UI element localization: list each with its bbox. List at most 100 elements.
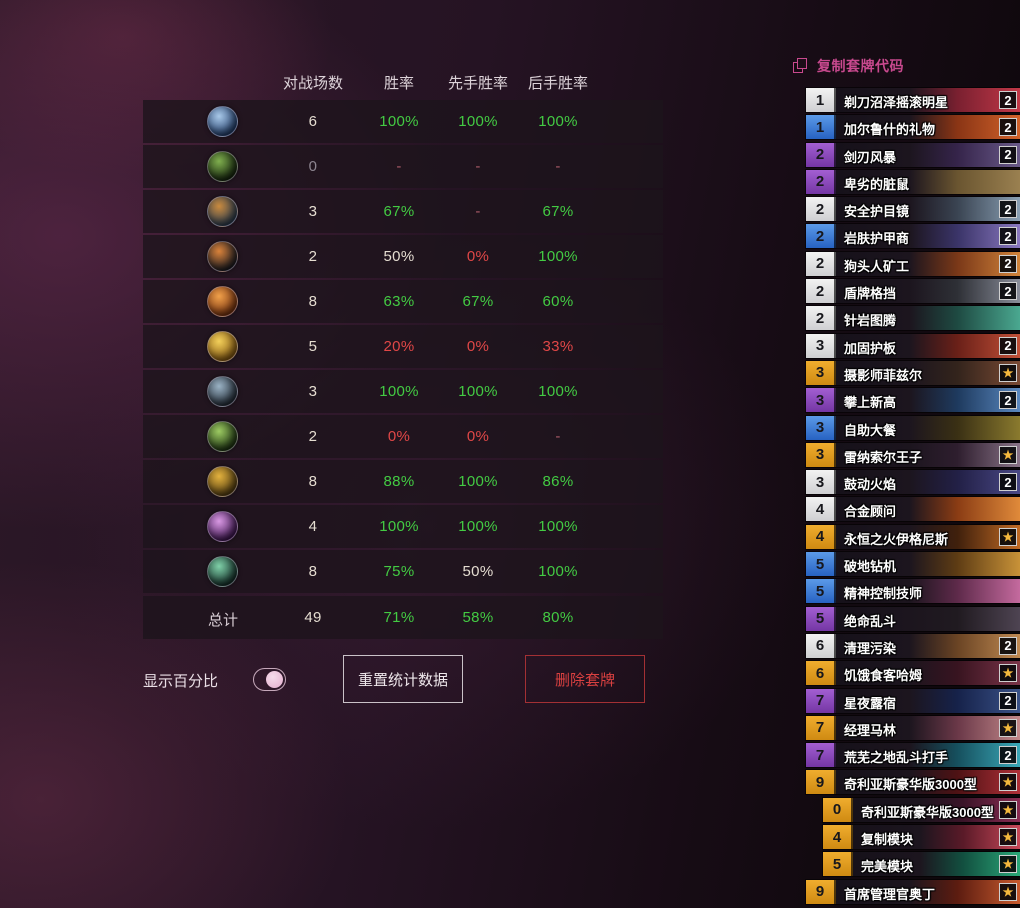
card-art: 精神控制技师: [836, 579, 1020, 604]
games-cell: 4: [308, 518, 318, 535]
card-cost: 2: [806, 197, 836, 222]
death-knight-stats-row: 6 100% 100% 100%: [143, 100, 663, 143]
delete-deck-button[interactable]: 删除套牌: [525, 655, 645, 703]
deck-card-row[interactable]: 4 合金顾问: [806, 497, 1020, 522]
second-win-rate-cell: -: [555, 158, 561, 175]
deck-card-row[interactable]: 2 狗头人矿工 2: [806, 251, 1020, 276]
win-rate-cell: 88%: [383, 473, 415, 490]
deck-card-row[interactable]: 3 鼓动火焰 2: [806, 470, 1020, 495]
deck-card-row[interactable]: 2 卑劣的脏鼠: [806, 169, 1020, 194]
warrior-stats-row: 8 75% 50% 100%: [143, 550, 663, 593]
priest-stats-row: 3 100% 100% 100%: [143, 370, 663, 413]
druid-stats-row: 3 67% - 67%: [143, 190, 663, 233]
deck-card-row[interactable]: 3 攀上新高 2: [806, 388, 1020, 413]
card-count-badge: 2: [999, 691, 1017, 710]
games-cell: 8: [308, 563, 318, 580]
copy-deck-code-button[interactable]: 复制套牌代码: [793, 56, 904, 76]
deck-card-row[interactable]: 1 加尔鲁什的礼物 2: [806, 115, 1020, 140]
win-rate-cell: 100%: [379, 383, 419, 400]
card-art: 加尔鲁什的礼物 2: [836, 115, 1020, 140]
deck-card-row[interactable]: 3 加固护板 2: [806, 333, 1020, 358]
card-cost: 7: [806, 688, 836, 713]
card-name: 岩肤护甲商: [844, 231, 910, 247]
deck-card-row[interactable]: 0 奇利亚斯豪华版3000型 ★: [823, 797, 1020, 822]
deck-card-row[interactable]: 2 盾牌格挡 2: [806, 279, 1020, 304]
card-name: 荒芜之地乱斗打手: [844, 750, 949, 766]
card-star-badge: ★: [999, 445, 1017, 464]
deck-card-row[interactable]: 9 奇利亚斯豪华版3000型 ★: [806, 770, 1020, 795]
card-star-badge: ★: [999, 664, 1017, 683]
card-art: 奇利亚斯豪华版3000型 ★: [836, 770, 1020, 795]
card-name: 永恒之火伊格尼斯: [844, 531, 949, 547]
card-cost: 5: [806, 579, 836, 604]
toggle-knob: [266, 671, 283, 688]
first-win-rate-cell: 100%: [458, 383, 498, 400]
deck-card-row[interactable]: 7 经理马林 ★: [806, 715, 1020, 740]
show-percent-label: 显示百分比: [143, 673, 219, 690]
deck-card-row[interactable]: 5 破地钻机: [806, 552, 1020, 577]
card-count-badge: 2: [999, 91, 1017, 109]
header-win-rate: 胜率: [383, 75, 414, 92]
card-art: 岩肤护甲商 2: [836, 224, 1020, 249]
card-count-badge: 2: [999, 746, 1017, 765]
games-cell: 8: [308, 293, 318, 310]
deck-card-row[interactable]: 5 完美模块 ★: [823, 852, 1020, 877]
card-art: 破地钻机: [836, 552, 1020, 577]
card-name: 精神控制技师: [844, 586, 923, 602]
card-name: 复制模块: [861, 832, 914, 848]
second-win-rate-cell: -: [555, 428, 561, 445]
card-star-badge: ★: [999, 882, 1017, 901]
card-star-badge: ★: [999, 828, 1017, 847]
first-win-rate-cell: 0%: [466, 248, 490, 265]
card-count-badge: 2: [999, 254, 1017, 273]
card-name: 饥饿食客哈姆: [844, 668, 923, 684]
card-name: 盾牌格挡: [844, 286, 897, 302]
card-art: 鼓动火焰 2: [836, 470, 1020, 495]
deck-card-row[interactable]: 2 剑刃风暴 2: [806, 142, 1020, 167]
first-win-rate-cell: 0%: [466, 338, 490, 355]
card-name: 首席管理官奥丁: [844, 886, 936, 902]
card-name: 剑刃风暴: [844, 149, 897, 165]
card-art: 首席管理官奥丁 ★: [836, 879, 1020, 904]
card-art: 安全护目镜 2: [836, 197, 1020, 222]
card-cost: 3: [806, 442, 836, 467]
total-label: 总计: [207, 612, 238, 629]
deck-card-row[interactable]: 5 精神控制技师: [806, 579, 1020, 604]
deck-card-row[interactable]: 9 首席管理官奥丁 ★: [806, 879, 1020, 904]
deck-card-row[interactable]: 3 雷纳索尔王子 ★: [806, 442, 1020, 467]
deck-card-row[interactable]: 3 摄影师菲兹尔 ★: [806, 360, 1020, 385]
card-name: 经理马林: [844, 722, 897, 738]
card-name: 攀上新高: [844, 395, 897, 411]
games-cell: 2: [308, 428, 318, 445]
card-cost: 3: [806, 415, 836, 440]
deck-card-row[interactable]: 6 清理污染 2: [806, 633, 1020, 658]
deck-card-row[interactable]: 1 剃刀沼泽摇滚明星 2: [806, 88, 1020, 112]
card-name: 狗头人矿工: [844, 258, 910, 274]
games-cell: 3: [308, 383, 318, 400]
show-percent-toggle[interactable]: [253, 668, 286, 691]
deck-card-row[interactable]: 2 针岩图腾: [806, 306, 1020, 331]
win-rate-cell: 100%: [379, 113, 419, 130]
deck-card-row[interactable]: 2 岩肤护甲商 2: [806, 224, 1020, 249]
win-rate-cell: 20%: [383, 338, 415, 355]
deck-card-row[interactable]: 7 荒芜之地乱斗打手 2: [806, 743, 1020, 768]
card-art: 加固护板 2: [836, 333, 1020, 358]
second-win-rate-cell: 33%: [542, 338, 574, 355]
win-rate-cell: 75%: [383, 563, 415, 580]
deck-card-row[interactable]: 5 绝命乱斗: [806, 606, 1020, 631]
second-win-rate-cell: 67%: [542, 203, 574, 220]
card-art: 饥饿食客哈姆 ★: [836, 661, 1020, 686]
card-art: 永恒之火伊格尼斯 ★: [836, 524, 1020, 549]
card-star-badge: ★: [999, 527, 1017, 546]
reset-stats-button[interactable]: 重置统计数据: [343, 655, 463, 703]
priest-class-icon: [207, 376, 238, 407]
card-cost: 2: [806, 169, 836, 194]
deck-card-row[interactable]: 4 永恒之火伊格尼斯 ★: [806, 524, 1020, 549]
deck-card-row[interactable]: 7 星夜露宿 2: [806, 688, 1020, 713]
deck-card-row[interactable]: 4 复制模块 ★: [823, 825, 1020, 850]
deck-card-row[interactable]: 3 自助大餐: [806, 415, 1020, 440]
deck-card-row[interactable]: 2 安全护目镜 2: [806, 197, 1020, 222]
deck-card-row[interactable]: 6 饥饿食客哈姆 ★: [806, 661, 1020, 686]
games-cell: 8: [308, 473, 318, 490]
